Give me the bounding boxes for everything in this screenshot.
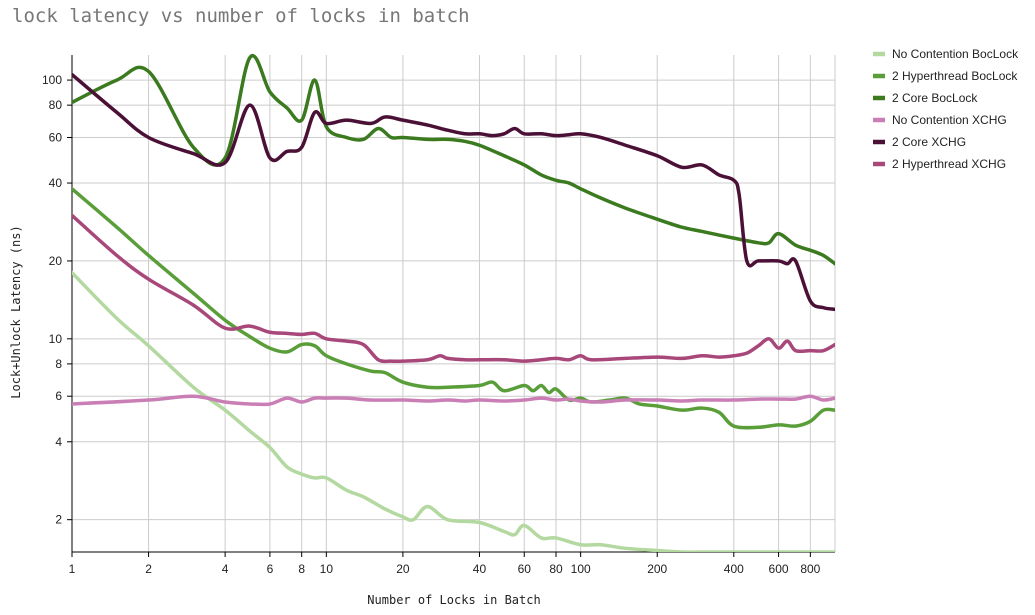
x-tick-label: 200 [647, 562, 667, 576]
x-axis-ticks: 1 2 4 6 8 10 20 40 60 80 100 200 400 600 800 [69, 552, 821, 576]
x-tick-label: 800 [800, 562, 820, 576]
series-line-2-hyperthread-boclock [72, 187, 835, 430]
y-tick-label: 8 [55, 357, 62, 371]
x-tick-label: 10 [320, 562, 334, 576]
legend-item-2-core-xchg[interactable]: 2 Core XCHG [873, 135, 966, 149]
x-tick-label: 400 [724, 562, 744, 576]
y-axis-ticks: 2 4 6 8 10 20 40 60 80 100 [42, 73, 72, 527]
y-tick-label: 10 [49, 332, 63, 346]
legend-item-2-core-boclock[interactable]: 2 Core BocLock [873, 91, 978, 105]
y-tick-label: 60 [49, 130, 63, 144]
x-axis-label: Number of Locks in Batch [367, 593, 540, 607]
y-tick-label: 100 [42, 73, 62, 87]
legend-label: No Contention XCHG [892, 113, 1007, 127]
legend-item-2-hyperthread-boclock[interactable]: 2 Hyperthread BocLock [873, 69, 1018, 83]
x-tick-label: 600 [769, 562, 789, 576]
y-tick-label: 80 [49, 98, 63, 112]
x-tick-label: 40 [473, 562, 487, 576]
series-line-2-core-boclock [72, 53, 835, 266]
series-lines [72, 53, 835, 552]
x-tick-label: 6 [267, 562, 274, 576]
x-tick-label: 8 [298, 562, 305, 576]
legend-item-no-contention-boclock[interactable]: No Contention BocLock [873, 47, 1019, 61]
series-line-no-contention-xchg [72, 394, 835, 407]
legend-label: 2 Core BocLock [892, 91, 978, 105]
grid-lines [71, 55, 836, 552]
y-tick-label: 6 [55, 389, 62, 403]
x-tick-label: 20 [396, 562, 410, 576]
series-line-2-hyperthread-xchg [72, 213, 835, 364]
y-tick-label: 20 [49, 254, 63, 268]
y-tick-label: 4 [55, 435, 62, 449]
legend-label: 2 Hyperthread BocLock [892, 69, 1018, 83]
legend-label: No Contention BocLock [892, 47, 1019, 61]
legend: No Contention BocLock 2 Hyperthread BocLo… [873, 47, 1019, 171]
x-tick-label: 4 [222, 562, 229, 576]
y-tick-label: 40 [49, 176, 63, 190]
series-line-2-core-xchg [72, 72, 835, 312]
axes [71, 55, 835, 553]
legend-label: 2 Hyperthread XCHG [892, 157, 1006, 171]
x-tick-label: 60 [518, 562, 532, 576]
chart-title: lock latency vs number of locks in batch [12, 5, 470, 27]
series-line-no-contention-boclock [72, 271, 835, 552]
y-axis-label: Lock+Unlock Latency (ns) [9, 225, 23, 398]
x-tick-label: 100 [571, 562, 591, 576]
x-tick-label: 80 [549, 562, 563, 576]
x-tick-label: 1 [69, 562, 76, 576]
x-tick-label: 2 [145, 562, 152, 576]
legend-label: 2 Core XCHG [892, 135, 966, 149]
y-tick-label: 2 [55, 513, 62, 527]
legend-item-no-contention-xchg[interactable]: No Contention XCHG [873, 113, 1007, 127]
legend-item-2-hyperthread-xchg[interactable]: 2 Hyperthread XCHG [873, 157, 1006, 171]
